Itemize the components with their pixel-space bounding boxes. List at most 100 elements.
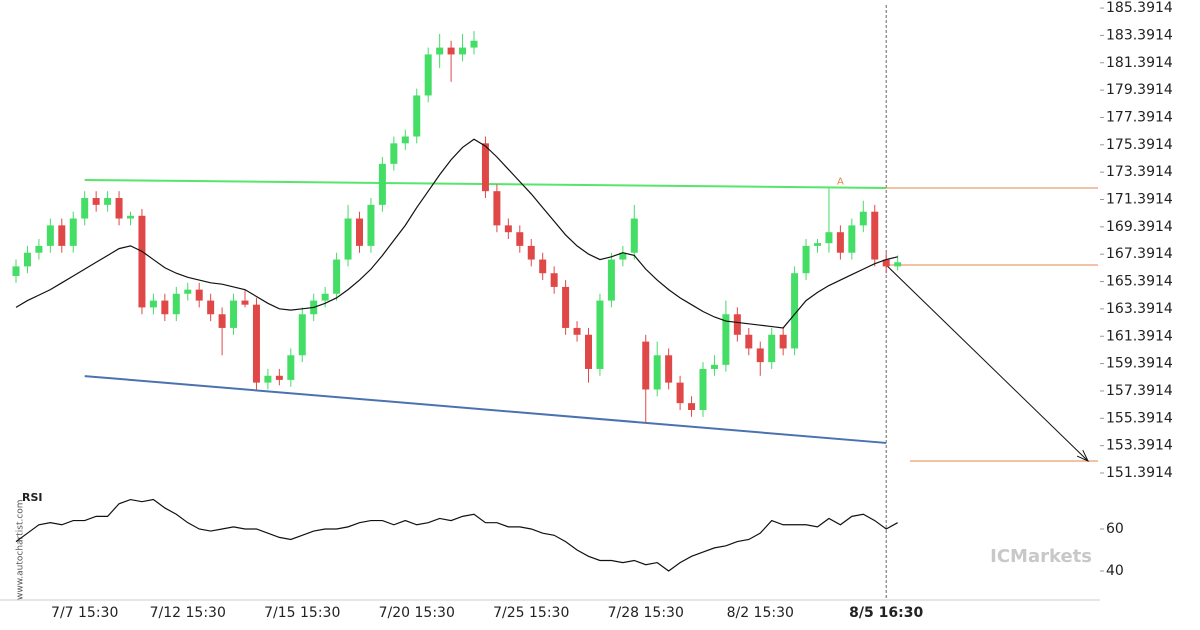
candle-body bbox=[607, 259, 615, 301]
y-tick-label: 177.3914 bbox=[1106, 109, 1173, 125]
y-tick-label: 169.3914 bbox=[1106, 219, 1173, 235]
candle-body bbox=[138, 215, 146, 308]
candle-body bbox=[447, 47, 455, 55]
x-tick-label: 7/25 15:30 bbox=[493, 605, 569, 621]
candle-body bbox=[791, 273, 799, 349]
candle-body bbox=[92, 198, 100, 205]
candle-body bbox=[699, 368, 707, 410]
candle-body bbox=[756, 348, 764, 363]
candle-body bbox=[596, 300, 604, 369]
candle-body bbox=[81, 198, 89, 219]
candle-body bbox=[69, 218, 77, 246]
rsi-line bbox=[15, 498, 898, 572]
y-tick-label: 175.3914 bbox=[1106, 137, 1173, 153]
candle-body bbox=[710, 364, 718, 369]
candle-body bbox=[802, 245, 810, 274]
x-tick-label: 7/28 15:30 bbox=[608, 605, 684, 621]
y-tick-label: 183.3914 bbox=[1106, 27, 1173, 43]
x-tick-label: 7/20 15:30 bbox=[379, 605, 455, 621]
candle-body bbox=[768, 334, 776, 363]
y-tick-label: 157.3914 bbox=[1106, 383, 1173, 399]
support-line bbox=[84, 375, 887, 444]
candle-body bbox=[23, 252, 31, 267]
moving-average bbox=[15, 138, 898, 329]
y-tick-label: 151.3914 bbox=[1106, 465, 1173, 481]
candle-body bbox=[882, 259, 890, 267]
candle-body bbox=[264, 375, 272, 383]
candle-body bbox=[504, 225, 512, 233]
candle-body bbox=[859, 211, 867, 226]
candle-body bbox=[539, 259, 547, 274]
candle-body bbox=[321, 293, 329, 301]
annotation: A bbox=[837, 176, 844, 187]
candle-body bbox=[275, 375, 283, 380]
x-tick-label: 8/5 16:30 bbox=[849, 605, 923, 621]
candle-body bbox=[585, 334, 592, 369]
candle-body bbox=[413, 95, 421, 137]
candle-body bbox=[573, 327, 581, 335]
y-tick-label: 179.3914 bbox=[1106, 82, 1173, 98]
candle-body bbox=[333, 259, 341, 294]
x-tick-label: 7/12 15:30 bbox=[150, 605, 226, 621]
candle-body bbox=[378, 163, 386, 205]
candle-body bbox=[493, 191, 501, 226]
watermark-logo: ICMarkets bbox=[990, 546, 1092, 567]
candle-body bbox=[58, 225, 66, 246]
y-tick-label: 159.3914 bbox=[1106, 356, 1173, 372]
candle-body bbox=[367, 204, 375, 246]
candle-body bbox=[894, 262, 902, 267]
candle-body bbox=[287, 355, 295, 380]
x-tick-label: 7/7 15:30 bbox=[51, 605, 118, 621]
candle-body bbox=[241, 300, 249, 305]
candle-body bbox=[195, 289, 203, 301]
candle-body bbox=[481, 143, 489, 192]
y-tick-label: 161.3914 bbox=[1106, 328, 1173, 344]
y-tick-label: 40 bbox=[1106, 563, 1124, 579]
candle-body bbox=[745, 334, 753, 349]
candle-body bbox=[825, 232, 833, 244]
candle-body bbox=[836, 232, 844, 253]
candle-body bbox=[390, 143, 398, 164]
y-tick-label: 60 bbox=[1106, 521, 1124, 537]
candle-body bbox=[779, 334, 787, 349]
candle-body bbox=[401, 136, 409, 144]
candle-body bbox=[104, 198, 112, 205]
candle-body bbox=[230, 300, 238, 328]
y-tick-label: 155.3914 bbox=[1106, 410, 1173, 426]
candle-body bbox=[344, 218, 352, 260]
arrow-head bbox=[1076, 449, 1090, 463]
candle-body bbox=[619, 252, 627, 260]
candle-body bbox=[470, 40, 478, 48]
candle-body bbox=[12, 266, 20, 276]
candle-body bbox=[848, 225, 856, 253]
candle-body bbox=[562, 286, 570, 328]
watermark: www.autochartist.com bbox=[16, 499, 26, 600]
candle-body bbox=[527, 245, 535, 260]
x-tick-label: 7/15 15:30 bbox=[264, 605, 340, 621]
y-tick-label: 167.3914 bbox=[1106, 246, 1173, 262]
candle-body bbox=[459, 47, 467, 55]
candle-body bbox=[184, 289, 192, 294]
candle-body bbox=[161, 300, 169, 315]
y-tick-label: 153.3914 bbox=[1106, 438, 1173, 454]
candle-body bbox=[46, 225, 54, 246]
candle-body bbox=[676, 382, 684, 404]
y-tick-label: 171.3914 bbox=[1106, 192, 1173, 208]
candle-body bbox=[298, 314, 306, 356]
candle-body bbox=[218, 314, 226, 328]
indicator-name: RSI bbox=[22, 491, 43, 504]
candle-body bbox=[516, 232, 524, 246]
y-tick-label: 163.3914 bbox=[1106, 301, 1173, 317]
candle-body bbox=[127, 215, 134, 219]
candle-body bbox=[149, 300, 157, 308]
y-tick-label: 185.3914 bbox=[1106, 0, 1173, 16]
candle-body bbox=[722, 314, 730, 365]
candle-body bbox=[172, 293, 180, 315]
y-tick-label: 173.3914 bbox=[1106, 164, 1173, 180]
candle-body bbox=[252, 304, 260, 383]
candle-body bbox=[207, 300, 215, 315]
candle-body bbox=[653, 355, 661, 390]
candle-body bbox=[356, 218, 363, 246]
candle-body bbox=[814, 243, 821, 246]
candle-body bbox=[424, 54, 432, 96]
